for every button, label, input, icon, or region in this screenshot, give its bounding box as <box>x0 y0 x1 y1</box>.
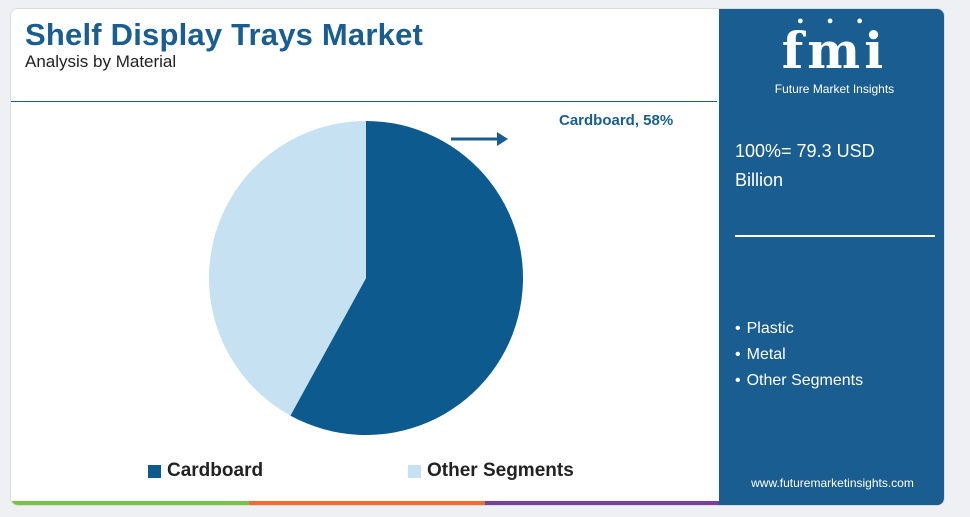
market-total: 100%= 79.3 USD Billion <box>735 137 935 195</box>
chart-title: Shelf Display Trays Market <box>25 17 424 52</box>
pie-chart <box>209 121 524 435</box>
bullet-icon: • <box>735 346 741 363</box>
segment-item: • Other Segments <box>735 368 863 394</box>
legend-swatch-cardboard <box>148 464 161 478</box>
market-total-value: 100%= 79.3 USD <box>735 141 875 161</box>
legend-item-other-segments: Other Segments <box>408 460 574 482</box>
logo-subtext: Future Market Insights <box>774 82 895 96</box>
segment-label: Metal <box>746 346 786 363</box>
bullet-icon: • <box>735 320 741 337</box>
pie-slice-other-segments <box>209 121 366 416</box>
chart-subtitle: Analysis by Material <box>25 52 177 71</box>
segment-label: Plastic <box>746 320 794 337</box>
legend-label-cardboard: Cardboard <box>167 460 264 481</box>
legend-swatch-other-segments <box>408 464 421 478</box>
logo-ornament-icon: ● ● ● <box>797 15 874 27</box>
segment-item: • Metal <box>735 342 863 368</box>
segment-item: • Plastic <box>735 316 863 342</box>
other-segments-list: • Plastic • Metal • Other Segments <box>735 316 863 394</box>
website-link[interactable]: www.futuremarketinsights.com <box>751 476 914 490</box>
footer-bar-green <box>11 501 249 505</box>
sidebar-divider <box>735 235 935 237</box>
info-sidebar: ● ● ● fmi Future Market Insights 100%= 7… <box>719 9 944 505</box>
market-total-unit: Billion <box>735 170 784 190</box>
legend-item-cardboard: Cardboard <box>148 460 263 482</box>
footer-bar-purple <box>485 501 719 505</box>
chart-card: Shelf Display Trays Market Analysis by M… <box>10 8 945 506</box>
title-divider <box>11 101 717 102</box>
legend-label-other-segments: Other Segments <box>427 460 574 481</box>
logo-wordmark: fmi <box>781 21 888 80</box>
bullet-icon: • <box>735 372 741 389</box>
fmi-logo: ● ● ● fmi Future Market Insights <box>747 15 922 99</box>
footer-bar-blue <box>719 501 944 505</box>
segment-label: Other Segments <box>746 372 864 389</box>
footer-bar-orange <box>249 501 485 505</box>
callout-arrow <box>451 132 508 146</box>
pie-slice-cardboard <box>290 121 524 435</box>
pie-slices <box>209 121 524 435</box>
callout-label-cardboard: Cardboard, 58% <box>559 112 674 129</box>
